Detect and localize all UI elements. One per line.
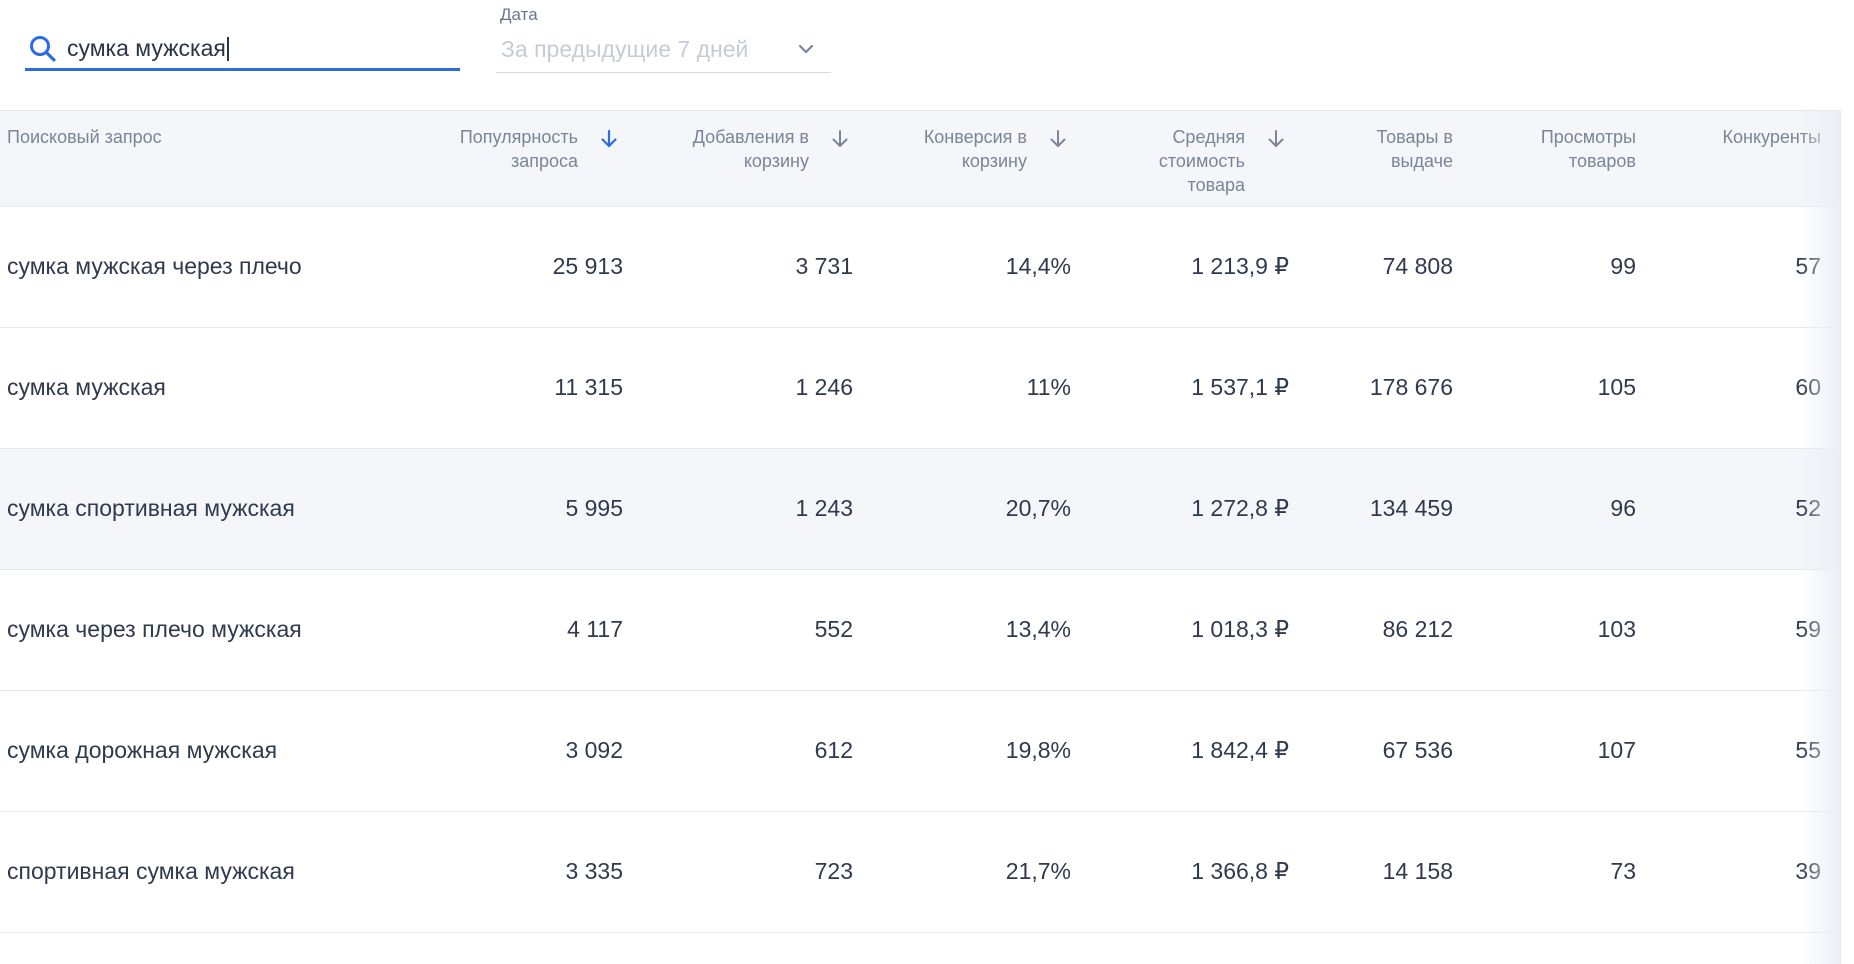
cell-avg-price: 1 272,8 ₽ [1191, 495, 1289, 521]
cell-avg-price: 1 018,3 ₽ [1191, 616, 1289, 642]
cell-products: 86 212 [1382, 616, 1453, 642]
cell-conversion: 20,7% [1005, 495, 1071, 521]
column-header-avg-price[interactable]: Средняя стоимость товара [1158, 127, 1245, 195]
cell-popularity: 4 117 [567, 616, 623, 642]
search-queries-table: Поисковый запрос Популярность запроса До… [0, 110, 1854, 933]
cell-avg-price: 1 366,8 ₽ [1191, 858, 1289, 884]
cell-competitors: 57 [1795, 253, 1821, 279]
cell-competitors: 60 [1795, 374, 1821, 400]
cell-popularity: 5 995 [565, 495, 623, 521]
cell-views: 99 [1610, 253, 1636, 279]
cell-products: 67 536 [1382, 737, 1453, 763]
cell-competitors: 52 [1795, 495, 1821, 521]
cell-conversion: 11% [1026, 374, 1071, 400]
text-caret [226, 37, 229, 61]
cell-query[interactable]: сумка спортивная мужская [7, 495, 295, 521]
sort-arrow-down-icon[interactable] [599, 129, 619, 149]
sort-arrow-down-icon[interactable] [1266, 129, 1286, 149]
cell-conversion: 13,4% [1005, 616, 1071, 642]
table-row[interactable]: сумка мужская 11 315 1 246 11% 1 537,1 ₽ 178 … [0, 328, 1854, 449]
cell-competitors: 39 [1795, 858, 1821, 884]
cell-products: 74 808 [1382, 253, 1453, 279]
date-filter-select[interactable]: За предыдущие 7 дней [496, 30, 831, 73]
cell-avg-price: 1 537,1 ₽ [1191, 374, 1289, 400]
search-box[interactable] [25, 28, 460, 71]
table-row[interactable]: сумка мужская через плечо 25 913 3 731 14,4… [0, 207, 1854, 328]
table-row[interactable]: спортивная сумка мужская 3 335 723 21,7% 1 3… [0, 812, 1854, 933]
cell-popularity: 3 335 [565, 858, 623, 884]
cell-popularity: 3 092 [565, 737, 623, 763]
column-header-add-to-cart[interactable]: Добавления в корзину [692, 127, 809, 171]
column-header-competitors: Конкуренты [1722, 127, 1821, 147]
chevron-down-icon[interactable] [796, 41, 816, 57]
cell-views: 103 [1597, 616, 1636, 642]
sort-arrow-down-icon[interactable] [830, 129, 850, 149]
cell-views: 96 [1610, 495, 1636, 521]
cell-avg-price: 1 213,9 ₽ [1191, 253, 1289, 279]
cell-query[interactable]: сумка мужская [7, 374, 166, 400]
table-body: сумка мужская через плечо 25 913 3 731 14,4… [0, 207, 1854, 933]
column-header-conversion[interactable]: Конверсия в корзину [923, 127, 1027, 171]
cell-products: 178 676 [1369, 374, 1453, 400]
cell-avg-price: 1 842,4 ₽ [1191, 737, 1289, 763]
column-header-popularity[interactable]: Популярность запроса [459, 127, 578, 171]
cell-conversion: 19,8% [1005, 737, 1071, 763]
search-icon [30, 36, 56, 62]
cell-add-to-cart: 723 [814, 858, 853, 884]
cell-add-to-cart: 1 246 [795, 374, 853, 400]
vertical-scrollbar[interactable] [1840, 110, 1854, 964]
cell-competitors: 59 [1795, 616, 1821, 642]
column-header-products: Товары в выдаче [1376, 127, 1453, 171]
cell-conversion: 21,7% [1005, 858, 1071, 884]
table-row[interactable]: сумка спортивная мужская 5 995 1 243 20,7% 1… [0, 449, 1854, 570]
cell-popularity: 11 315 [554, 374, 623, 400]
cell-popularity: 25 913 [552, 253, 623, 279]
cell-add-to-cart: 3 731 [795, 253, 853, 279]
cell-views: 105 [1597, 374, 1636, 400]
table-header: Поисковый запрос Популярность запроса До… [0, 110, 1854, 207]
cell-views: 107 [1597, 737, 1636, 763]
column-header-views: Просмотры товаров [1540, 127, 1636, 171]
cell-query[interactable]: сумка мужская через плечо [7, 253, 302, 279]
cell-views: 73 [1610, 858, 1636, 884]
date-filter-value: За предыдущие 7 дней [501, 36, 749, 62]
cell-add-to-cart: 612 [814, 737, 853, 763]
table-row[interactable]: сумка дорожная мужская 3 092 612 19,8% 1 842… [0, 691, 1854, 812]
cell-conversion: 14,4% [1005, 253, 1071, 279]
sort-arrow-down-icon[interactable] [1048, 129, 1068, 149]
cell-products: 14 158 [1382, 858, 1453, 884]
date-filter-label: Дата [500, 5, 538, 24]
cell-query[interactable]: сумка через плечо мужская [7, 616, 302, 642]
cell-add-to-cart: 552 [814, 616, 853, 642]
column-header-query[interactable]: Поисковый запрос [7, 127, 162, 147]
cell-competitors: 55 [1795, 737, 1821, 763]
table-row[interactable]: сумка через плечо мужская 4 117 552 13,4% 1 … [0, 570, 1854, 691]
cell-add-to-cart: 1 243 [795, 495, 853, 521]
cell-query[interactable]: спортивная сумка мужская [7, 858, 295, 884]
search-input[interactable] [65, 30, 447, 66]
cell-query[interactable]: сумка дорожная мужская [7, 737, 278, 763]
cell-products: 134 459 [1369, 495, 1453, 521]
